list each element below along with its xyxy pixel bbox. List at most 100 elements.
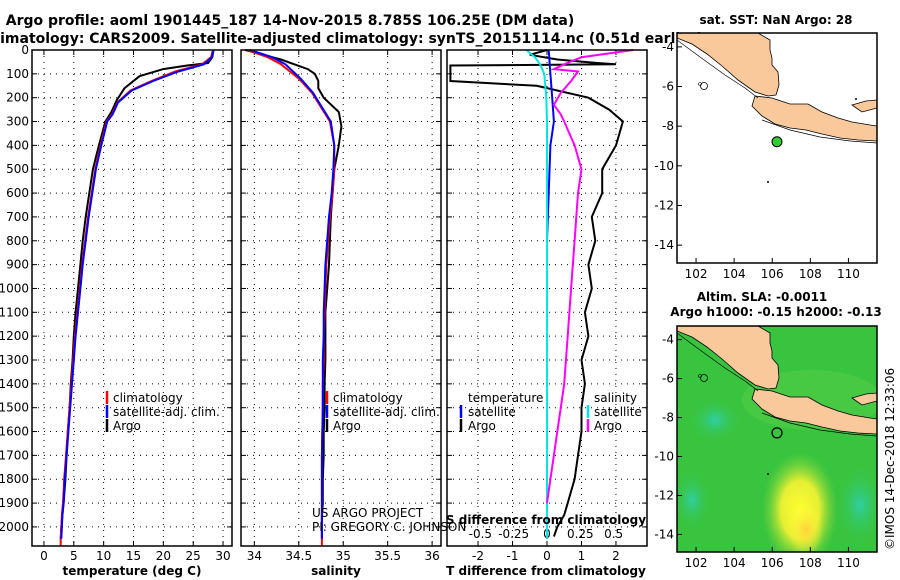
depth-tick-label: 500 <box>6 162 29 176</box>
imos-timestamp: ©IMOS 14-Dec-2018 12:33:06 <box>883 368 897 550</box>
sla-lat-label: -12 <box>654 489 674 503</box>
sumatra-land-sla <box>677 326 780 390</box>
depth-tick-label: 2000 <box>0 520 29 534</box>
depth-tick-label: 600 <box>6 186 29 200</box>
sla-lat-label: -4 <box>662 333 674 347</box>
depth-tick-label: 1800 <box>0 472 29 486</box>
sla-lon-label: 106 <box>761 556 784 570</box>
s-diff-tick-label: -0.5 <box>469 527 492 541</box>
sal-x-tick-label: 35.5 <box>374 549 401 563</box>
legend-label-argo: Argo <box>113 419 141 433</box>
java-land <box>751 95 877 142</box>
java-land-sla <box>751 388 877 435</box>
bali-land <box>851 99 877 113</box>
temperature-plot-frame <box>31 49 233 547</box>
temp-series-argo <box>59 49 215 539</box>
diff-legend-label-t-argo: Argo <box>468 419 496 433</box>
sst-lon-label: 110 <box>837 267 860 281</box>
sal-x-tick-label: 36 <box>424 549 439 563</box>
depth-tick-label: 700 <box>6 210 29 224</box>
salinity-panel: 34 34.5 35 35.5 36 salinity climatology sate… <box>240 49 466 578</box>
depth-tick-label: 800 <box>6 234 29 248</box>
legend-label-satellite-adj: satellite-adj. clim. <box>113 405 220 419</box>
legend-label-climatology: climatology <box>113 391 183 405</box>
temp-x-tick-label: 10 <box>96 549 111 563</box>
sla-lat-label: -6 <box>662 372 674 386</box>
sst-lat-label: -6 <box>662 80 674 94</box>
sst-lon-label: 108 <box>799 267 822 281</box>
sla-lon-label: 108 <box>799 556 822 570</box>
temperature-legend: climatology satellite-adj. clim. Argo <box>105 391 220 433</box>
sst-map: sat. SST: NaN Argo: 28 102 104 106 108 110 -… <box>654 13 878 281</box>
diff-x-tick-label: 0 <box>543 549 551 563</box>
depth-tick-label: 1700 <box>0 448 29 462</box>
temp-series-climatology <box>59 49 214 546</box>
diff-legend-label-t-satellite: satellite <box>468 405 516 419</box>
diff-x-tick-label: 1 <box>578 549 586 563</box>
float-position-marker <box>771 136 783 148</box>
legend-heading-salinity: salinity <box>594 391 637 405</box>
depth-tick-label: 1300 <box>0 353 29 367</box>
sal-x-tick-label: 34.5 <box>285 549 312 563</box>
bali-land-sla <box>851 392 877 406</box>
salinity-x-label: salinity <box>311 564 361 578</box>
difference-panel: -2 -1 0 1 2-0.5 -0.25 0 0.25 0.5 T difference fr… <box>446 49 648 578</box>
temperature-panel: 0 100 200 300 400 500 600 700 800 900 1000 1100 1200… <box>0 43 233 578</box>
sst-lat-label: -10 <box>654 159 674 173</box>
sumatra-land <box>677 33 780 97</box>
depth-tick-label: 1200 <box>0 329 29 343</box>
sal-x-tick-label: 35 <box>336 549 351 563</box>
diff-series-satellite-s-diff <box>525 49 548 539</box>
sst-lon-label: 104 <box>723 267 746 281</box>
sla-lat-label: -10 <box>654 450 674 464</box>
depth-tick-label: 1400 <box>0 377 29 391</box>
sst-lat-label: -12 <box>654 199 674 213</box>
t-difference-x-label: T difference from climatology <box>446 564 646 578</box>
sla-map: Altim. SLA: -0.0011 Argo h1000: -0.15 h2… <box>654 290 881 570</box>
sst-lat-label: -8 <box>662 119 674 133</box>
depth-tick-label: 1100 <box>0 305 29 319</box>
temperature-x-label: temperature (deg C) <box>63 564 202 578</box>
legend-heading-temperature: temperature <box>468 391 543 405</box>
temp-x-tick-label: 15 <box>126 549 141 563</box>
depth-tick-label: 1600 <box>0 425 29 439</box>
project-credit: US ARGO PROJECT <box>312 506 424 520</box>
diff-series-argo-s-diff <box>546 49 634 504</box>
difference-legend: temperature satellite Argo salinity sate… <box>459 391 642 433</box>
s-diff-tick-label: 0.5 <box>604 527 623 541</box>
temp-series-satellite-adj-clim- <box>60 49 215 539</box>
depth-tick-label: 100 <box>6 67 29 81</box>
sla-lat-label: -8 <box>662 411 674 425</box>
sla-lon-label: 110 <box>837 556 860 570</box>
diff-x-tick-label: -1 <box>507 549 519 563</box>
depth-tick-label: 200 <box>6 91 29 105</box>
salinity-legend: climatology satellite-adj. clim. Argo <box>325 391 440 433</box>
depth-tick-label: 1000 <box>0 281 29 295</box>
sst-lat-label: -14 <box>654 238 674 252</box>
pi-credit: PI: GREGORY C. JOHNSON <box>312 520 466 534</box>
temp-x-tick-label: 0 <box>40 549 48 563</box>
diff-x-tick-label: -2 <box>472 549 484 563</box>
depth-tick-label: 400 <box>6 138 29 152</box>
sst-ocean <box>677 33 877 263</box>
sla-lon-label: 102 <box>685 556 708 570</box>
sla-map-title-2: Argo h1000: -0.15 h2000: -0.13 <box>670 305 881 319</box>
title-line-2: Climatology: CARS2009. Satellite-adjuste… <box>0 31 703 47</box>
sal-legend-label-climatology: climatology <box>333 391 403 405</box>
temp-x-tick-label: 25 <box>186 549 201 563</box>
depth-tick-label: 900 <box>6 258 29 272</box>
sal-x-tick-label: 34 <box>247 549 262 563</box>
diff-series-argo-t-diff <box>449 49 625 537</box>
temp-x-tick-label: 20 <box>156 549 171 563</box>
float-position-marker-sla <box>771 427 783 439</box>
sal-series-satellite-adj-clim- <box>249 49 336 539</box>
salinity-plot-frame <box>240 49 442 547</box>
sal-series-argo <box>245 49 343 539</box>
sal-legend-label-argo: Argo <box>333 419 361 433</box>
depth-tick-label: 300 <box>6 115 29 129</box>
diff-legend-label-s-satellite: satellite <box>594 405 642 419</box>
temp-x-tick-label: 5 <box>70 549 78 563</box>
difference-plot-frame <box>446 49 648 547</box>
s-diff-tick-label: 0.25 <box>567 527 594 541</box>
